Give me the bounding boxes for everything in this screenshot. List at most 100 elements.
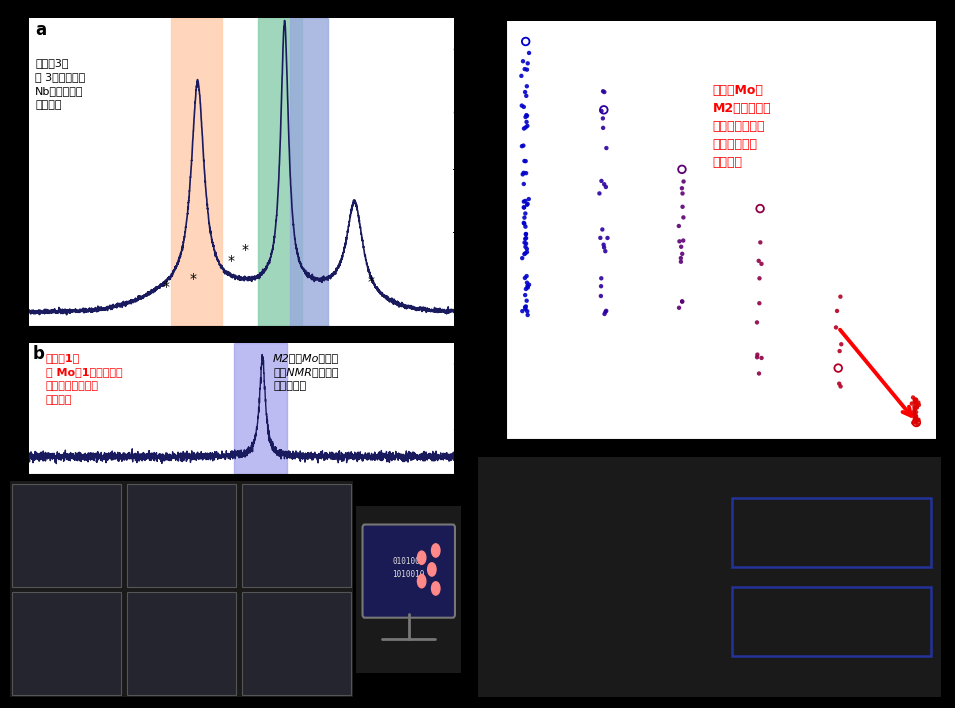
Point: [753, 203, 768, 215]
Text: 全てのMoを
M2に規則的に
占有させた場合
最も実験値を
再現する: 全てのMoを M2に規則的に 占有させた場合 最も実験値を 再現する: [712, 84, 771, 169]
Point: [514, 100, 529, 111]
Point: [520, 120, 535, 132]
Bar: [171, 18, 222, 326]
Point: [594, 273, 609, 284]
Point: [599, 142, 614, 154]
Point: [519, 301, 534, 312]
Point: [750, 352, 765, 363]
Point: [676, 212, 691, 223]
Point: [521, 193, 537, 205]
Point: [595, 224, 610, 235]
Point: [676, 176, 691, 187]
Circle shape: [432, 544, 440, 557]
Text: M2席のMo原子に
よるNMRピークで
あると同定: M2席のMo原子に よるNMRピークで あると同定: [273, 353, 339, 391]
Point: [519, 90, 534, 101]
Point: [907, 394, 923, 406]
Point: [520, 244, 535, 255]
Bar: [258, 18, 302, 326]
Point: [518, 156, 533, 167]
Point: [518, 290, 533, 301]
Bar: [127, 484, 236, 587]
Point: [911, 399, 926, 411]
Point: [520, 280, 535, 292]
Point: [519, 238, 534, 249]
Point: [674, 248, 690, 259]
Point: [907, 403, 923, 414]
Point: [908, 394, 923, 406]
Point: [908, 406, 923, 418]
Point: [597, 178, 612, 190]
Point: [750, 349, 765, 360]
Point: [909, 416, 924, 427]
Point: [598, 181, 613, 193]
Point: [908, 394, 923, 405]
Point: [600, 232, 615, 244]
Point: [516, 55, 531, 67]
Point: [518, 208, 533, 219]
Point: [751, 255, 766, 266]
Point: [593, 232, 608, 244]
Point: [517, 218, 532, 229]
Point: [911, 414, 926, 426]
Bar: [127, 592, 236, 695]
Point: [752, 273, 767, 284]
Circle shape: [432, 582, 440, 595]
Point: [593, 280, 608, 292]
Point: [908, 410, 923, 421]
Point: [596, 122, 611, 134]
Point: [673, 241, 689, 253]
Point: [906, 411, 922, 422]
Point: [596, 104, 611, 115]
Point: [520, 282, 536, 293]
Point: [518, 241, 533, 253]
Point: [909, 402, 924, 413]
Bar: [242, 484, 350, 587]
Point: [904, 398, 920, 409]
Point: [520, 57, 536, 69]
Point: [675, 235, 690, 246]
Point: [520, 277, 535, 288]
Point: [592, 188, 607, 199]
Point: [516, 167, 531, 178]
Point: [517, 249, 532, 260]
Point: [833, 291, 848, 302]
Point: [832, 378, 847, 389]
Point: [907, 413, 923, 425]
Text: 0101001
1010010: 0101001 1010010: [393, 557, 425, 578]
Point: [520, 81, 535, 92]
Point: [514, 70, 529, 81]
Point: [517, 123, 532, 135]
Point: [752, 297, 767, 309]
Point: [594, 105, 609, 117]
Text: ピーク1本
＝ Moが1種類の席に
規則占有している
直接証拠: ピーク1本 ＝ Moが1種類の席に 規則占有している 直接証拠: [46, 353, 122, 404]
Point: [831, 362, 846, 374]
Bar: [12, 484, 121, 587]
Point: [595, 113, 610, 124]
Point: [520, 198, 535, 210]
Point: [909, 401, 924, 412]
Point: [594, 176, 609, 187]
Point: [671, 236, 687, 247]
Bar: [234, 343, 287, 474]
Point: [829, 305, 844, 316]
FancyBboxPatch shape: [363, 525, 455, 617]
Point: [520, 309, 536, 321]
Point: [834, 338, 849, 350]
Point: [908, 398, 923, 409]
Point: [516, 202, 531, 213]
Text: b: b: [32, 345, 45, 362]
Point: [521, 279, 537, 290]
Point: [675, 201, 690, 212]
Point: [520, 306, 535, 317]
Point: [598, 306, 613, 317]
Point: [595, 86, 610, 97]
Point: [515, 305, 530, 316]
Point: [828, 321, 843, 333]
Point: [517, 155, 532, 166]
Point: [516, 140, 531, 152]
Point: [753, 353, 769, 364]
Point: [515, 140, 530, 152]
FancyBboxPatch shape: [732, 498, 931, 567]
Text: *: *: [189, 272, 197, 286]
Point: [515, 253, 530, 264]
